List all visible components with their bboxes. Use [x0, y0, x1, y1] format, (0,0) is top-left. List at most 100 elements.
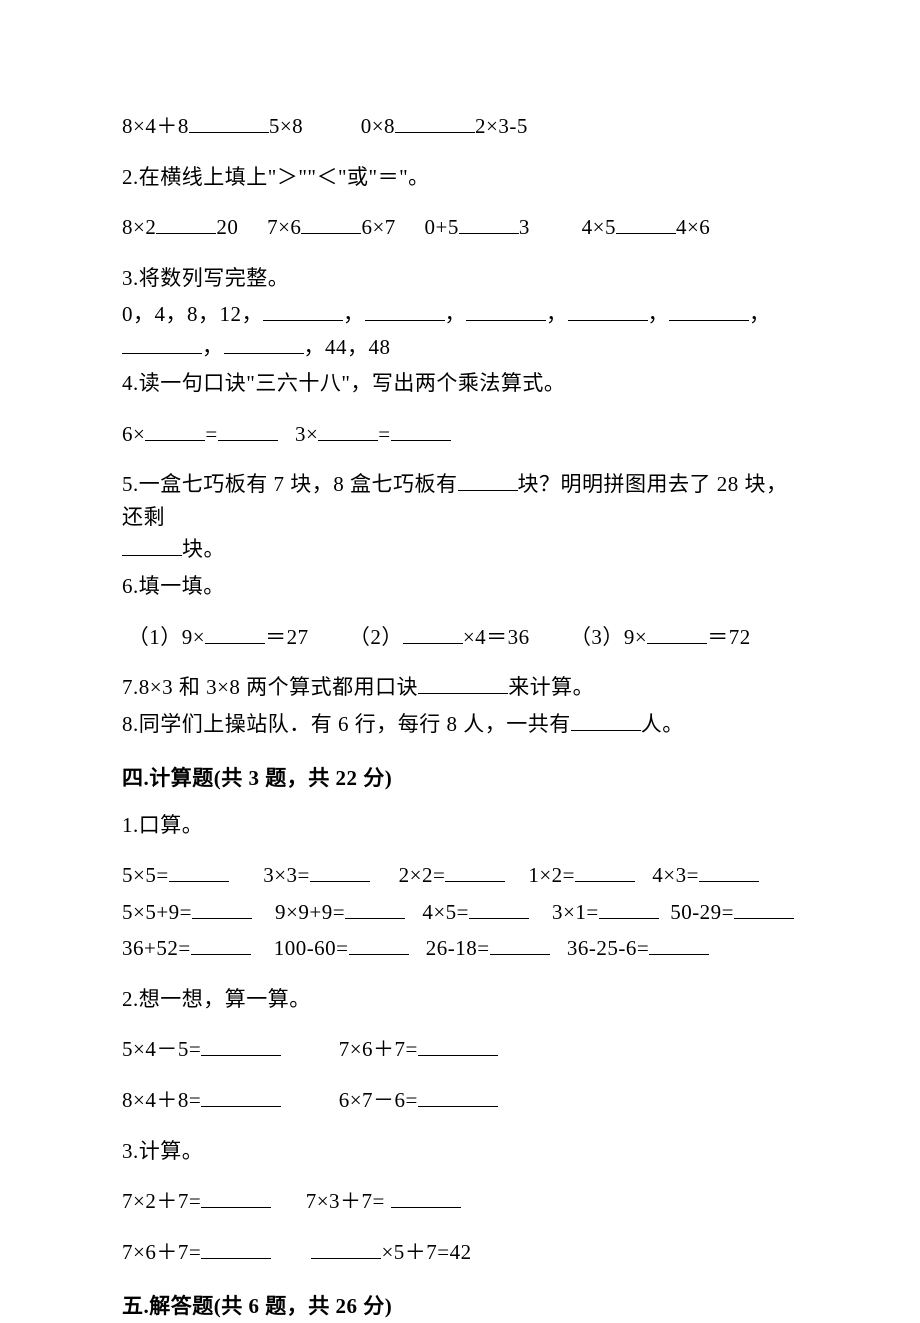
c2-prompt: 2.想一想，算一算。 — [122, 983, 798, 1016]
q2cv: 3 — [519, 215, 530, 239]
c3a: 7×2＋7= — [122, 1189, 201, 1213]
q4b: 3× — [295, 422, 318, 446]
q2-prompt: 2.在横线上填上"＞""＜"或"＝"。 — [122, 161, 798, 194]
q3-prompt: 3.将数列写完整。 — [122, 262, 798, 295]
q6-items: （1）9×＝27 （2）×4＝36 （3）9×＝72 — [122, 621, 798, 654]
q4a: 6× — [122, 422, 145, 446]
c2-row2: 8×4＋8= 6×7－6= — [122, 1084, 798, 1117]
q1-end: 2×3-5 — [475, 114, 528, 138]
q8a: 8.同学们上操站队．有 6 行，每行 8 人，一共有 — [122, 712, 571, 736]
blank — [403, 623, 463, 644]
c1-row3: 36+52= 100-60= 26-18= 36-25-6= — [122, 932, 798, 965]
blank — [224, 333, 304, 354]
c3b: 7×3＋7= — [306, 1189, 385, 1213]
section-4-heading: 四.计算题(共 3 题，共 22 分) — [122, 762, 798, 795]
c1r2d: 3×1= — [552, 900, 599, 924]
q6b: （2） — [349, 625, 403, 649]
c1r3d: 36-25-6= — [567, 936, 649, 960]
q2av: 20 — [216, 215, 238, 239]
q1-line: 8×4＋8 5×8 0×8 2×3-5 — [122, 110, 798, 143]
c1r2a: 5×5+9= — [122, 900, 192, 924]
blank — [466, 300, 546, 321]
q1-right: 0×8 — [361, 114, 395, 138]
q3-seq1: 0，4，8，12， — [122, 302, 263, 326]
c1r1c: 2×2= — [399, 863, 446, 887]
blank — [469, 898, 529, 919]
blank — [391, 1187, 461, 1208]
c1-row1: 5×5= 3×3= 2×2= 1×2= 4×3= — [122, 859, 798, 892]
blank — [205, 623, 265, 644]
blank — [301, 213, 361, 234]
c2d: 6×7－6= — [339, 1088, 418, 1112]
q3-seq: 0，4，8，12，，，，，， ，，44，48 — [122, 298, 798, 363]
blank — [418, 1086, 498, 1107]
blank — [201, 1086, 281, 1107]
q7b: 来计算。 — [508, 675, 594, 699]
blank — [318, 420, 378, 441]
blank — [191, 934, 251, 955]
blank — [201, 1238, 271, 1259]
c3-row2: 7×6＋7= ×5＋7=42 — [122, 1236, 798, 1269]
blank — [169, 861, 229, 882]
c2a: 5×4－5= — [122, 1037, 201, 1061]
blank — [310, 861, 370, 882]
blank — [189, 112, 269, 133]
q5c: 块。 — [182, 537, 225, 561]
blank — [490, 934, 550, 955]
c3-row1: 7×2＋7= 7×3＋7= — [122, 1185, 798, 1218]
blank — [568, 300, 648, 321]
blank — [201, 1187, 271, 1208]
blank — [391, 420, 451, 441]
q6a: （1）9× — [128, 625, 205, 649]
blank — [218, 420, 278, 441]
blank — [263, 300, 343, 321]
q5a: 5.一盒七巧板有 7 块，8 盒七巧板有 — [122, 472, 458, 496]
blank — [418, 1035, 498, 1056]
c2b: 7×6＋7= — [339, 1037, 418, 1061]
blank — [395, 112, 475, 133]
c3c: 7×6＋7= — [122, 1240, 201, 1264]
q7a: 7.8×3 和 3×8 两个算式都用口诀 — [122, 675, 418, 699]
q6-prompt: 6.填一填。 — [122, 570, 798, 603]
c2-row1: 5×4－5= 7×6＋7= — [122, 1033, 798, 1066]
section-5-heading: 五.解答题(共 6 题，共 26 分) — [122, 1290, 798, 1323]
c1-row2: 5×5+9= 9×9+9= 4×5= 3×1= 50-29= — [122, 896, 798, 929]
blank — [459, 213, 519, 234]
q2c: 0+5 — [425, 215, 459, 239]
blank — [458, 470, 518, 491]
blank — [156, 213, 216, 234]
q2d: 4×5 — [582, 215, 616, 239]
blank — [616, 213, 676, 234]
q7-line: 7.8×3 和 3×8 两个算式都用口诀 来计算。 — [122, 671, 798, 704]
q1-mid: 5×8 — [269, 114, 303, 138]
blank — [418, 673, 508, 694]
c1r2b: 9×9+9= — [275, 900, 345, 924]
c1r1d: 1×2= — [528, 863, 575, 887]
blank — [192, 898, 252, 919]
blank — [145, 420, 205, 441]
q6av: ＝27 — [265, 625, 309, 649]
blank — [445, 861, 505, 882]
q4-items: 6×= 3×= — [122, 418, 798, 451]
blank — [349, 934, 409, 955]
q2a: 8×2 — [122, 215, 156, 239]
c1r3a: 36+52= — [122, 936, 191, 960]
q1-left: 8×4＋8 — [122, 114, 189, 138]
blank — [365, 300, 445, 321]
c1r2c: 4×5= — [422, 900, 469, 924]
blank — [122, 535, 182, 556]
blank — [345, 898, 405, 919]
blank — [734, 898, 794, 919]
q4-prompt: 4.读一句口诀"三六十八"，写出两个乘法算式。 — [122, 367, 798, 400]
q2-items: 8×220 7×66×7 0+53 4×54×6 — [122, 211, 798, 244]
c3d: ×5＋7=42 — [381, 1240, 471, 1264]
blank — [647, 623, 707, 644]
q2b: 7×6 — [267, 215, 301, 239]
c3-prompt: 3.计算。 — [122, 1135, 798, 1168]
c1r1b: 3×3= — [263, 863, 310, 887]
c1-prompt: 1.口算。 — [122, 809, 798, 842]
blank — [575, 861, 635, 882]
c1r3c: 26-18= — [426, 936, 490, 960]
blank — [599, 898, 659, 919]
c2c: 8×4＋8= — [122, 1088, 201, 1112]
